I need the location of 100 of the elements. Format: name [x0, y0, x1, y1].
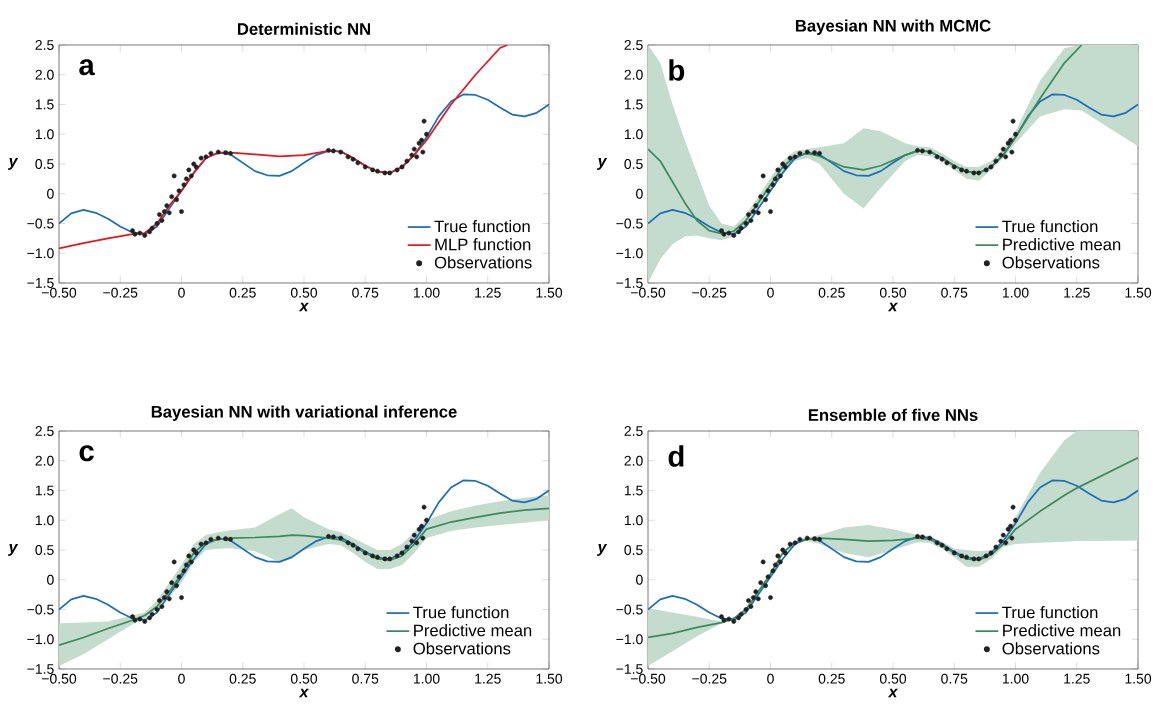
point [149, 611, 155, 617]
y-tick-label: −1.5 [27, 664, 54, 674]
y-tick-label: 1.0 [35, 129, 54, 140]
point [760, 559, 766, 565]
annotation: d [668, 445, 684, 467]
point [375, 554, 380, 560]
y-tick-label: 2.0 [35, 69, 54, 80]
point [760, 173, 766, 179]
point [721, 231, 727, 237]
x-tick-label: 0.75 [352, 673, 379, 684]
point [326, 533, 331, 539]
y-tick-label: −1.5 [616, 664, 643, 674]
point [726, 616, 732, 622]
point [370, 553, 376, 559]
y-tick-label: 1.0 [624, 515, 643, 526]
x-tick-label: 0.25 [818, 287, 845, 298]
point [399, 164, 405, 170]
point [394, 553, 400, 559]
point [743, 221, 749, 226]
point [976, 170, 982, 176]
legend-label: Observations [434, 256, 532, 269]
point [414, 540, 420, 546]
y-tick-label: 2.0 [624, 455, 643, 466]
y-tick-label: 0.5 [624, 545, 643, 555]
y-tick-label: 1.5 [624, 99, 643, 110]
point [1009, 149, 1015, 155]
point [736, 615, 742, 621]
legend-label: Predictive mean [1003, 624, 1121, 637]
y-tick-label: 2.0 [624, 69, 643, 80]
point [193, 550, 199, 556]
point [223, 150, 229, 156]
point [157, 212, 162, 217]
point [137, 230, 143, 236]
point [193, 164, 199, 170]
x-tick-label: 1.00 [413, 673, 440, 684]
point [419, 137, 425, 143]
point [755, 210, 761, 216]
x-tick-label: 1.25 [1064, 673, 1090, 684]
point [915, 147, 920, 153]
y-axis-title: y [7, 158, 19, 170]
point [804, 535, 810, 541]
point [181, 182, 187, 188]
y-tick-label: 0.5 [35, 545, 54, 555]
y-axis-title: y [596, 544, 608, 556]
point [362, 164, 368, 170]
x-axis-title: x [298, 688, 309, 698]
point [1013, 131, 1018, 137]
point [797, 536, 803, 542]
chart-title: Bayesian NN with MCMC [795, 19, 991, 35]
point [137, 616, 143, 622]
x-tick-label: −0.50 [630, 287, 666, 298]
point [179, 595, 184, 601]
point [208, 150, 214, 156]
point [765, 188, 771, 194]
y-tick-label: −0.5 [27, 218, 54, 229]
point [159, 604, 165, 609]
point [726, 230, 732, 236]
point [203, 154, 209, 160]
point [198, 541, 204, 547]
x-axis-title: x [298, 302, 309, 312]
point [345, 540, 351, 546]
point [132, 231, 138, 237]
point [753, 589, 759, 595]
legend-label: True function [1002, 606, 1098, 619]
x-tick-label: 1.25 [475, 673, 501, 684]
y-tick-label: 1.5 [35, 485, 54, 496]
point [748, 604, 754, 609]
y-tick-label: 2.5 [624, 426, 643, 436]
point [338, 149, 344, 155]
y-tick-label: −1.5 [616, 278, 643, 288]
x-tick-label: 1.25 [475, 287, 501, 298]
point [375, 168, 380, 174]
point [934, 154, 940, 160]
point [775, 553, 781, 559]
point [812, 150, 818, 156]
point [161, 595, 167, 601]
point [743, 607, 749, 612]
legend-label: MLP function [435, 238, 531, 251]
point [920, 148, 925, 154]
y-tick-label: −0.5 [27, 604, 54, 615]
point [998, 152, 1004, 158]
point [934, 540, 940, 546]
point [399, 550, 405, 556]
y-tick-label: −1.0 [616, 248, 643, 259]
point [409, 152, 415, 158]
point [976, 556, 982, 562]
point [939, 156, 945, 162]
point [753, 203, 759, 209]
point [780, 161, 786, 167]
point [1000, 146, 1006, 152]
point [1010, 118, 1016, 124]
x-tick-label: 1.25 [1064, 287, 1090, 298]
point [787, 155, 793, 161]
x-tick-label: −0.50 [630, 673, 666, 684]
point [777, 173, 783, 179]
chart-title: Deterministic NN [237, 22, 371, 35]
point [944, 546, 950, 552]
point [161, 209, 167, 214]
point [959, 553, 965, 559]
x-tick-label: 1.00 [1002, 287, 1029, 298]
